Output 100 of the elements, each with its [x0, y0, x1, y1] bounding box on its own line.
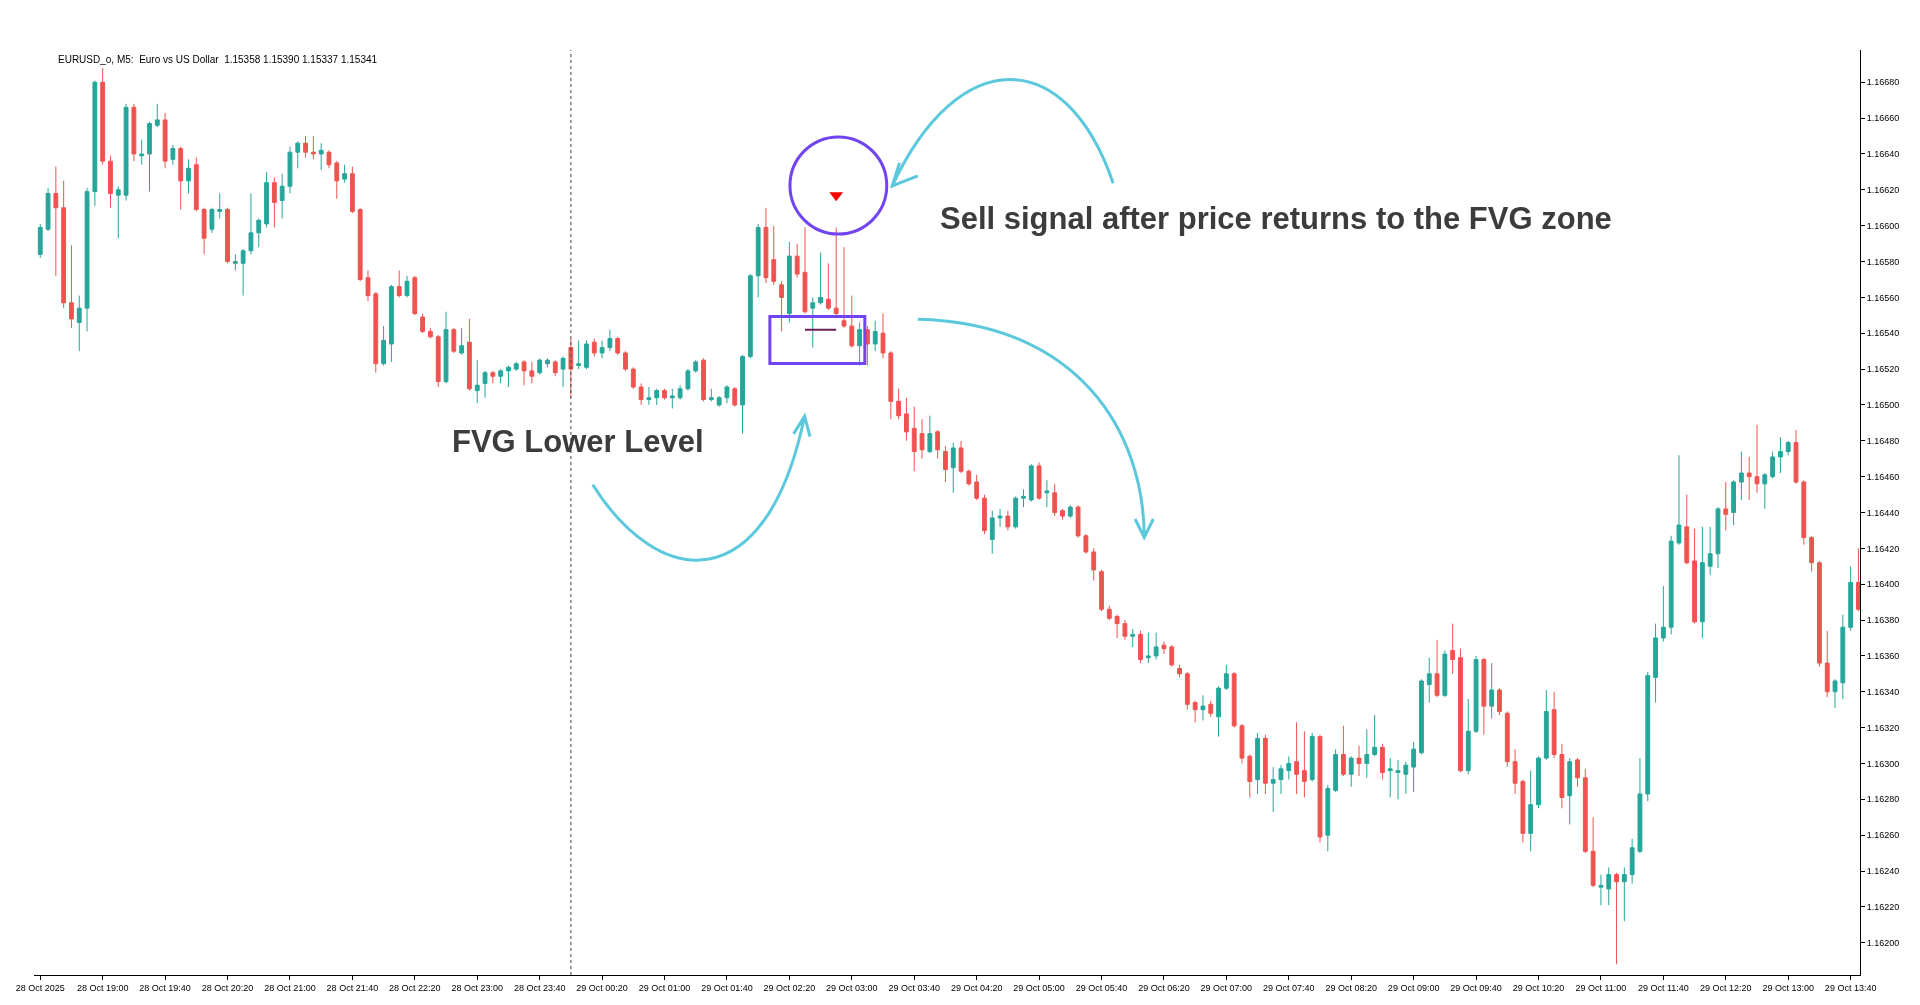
y-tick-label: 1.16580: [1866, 256, 1900, 267]
candlestick: [295, 140, 301, 169]
candlestick: [1083, 533, 1089, 555]
candlestick: [669, 388, 675, 410]
candlestick: [1785, 440, 1791, 456]
candlestick: [1606, 866, 1612, 906]
candlestick: [1028, 463, 1034, 503]
candlestick: [1216, 685, 1221, 738]
candlestick: [1645, 671, 1651, 802]
y-tick-label: 1.16500: [1866, 400, 1900, 411]
y-tick-label: 1.16400: [1866, 579, 1900, 590]
candlestick: [545, 357, 550, 368]
candlestick: [1684, 494, 1690, 565]
candlestick: [872, 320, 878, 352]
candlestick: [506, 365, 511, 388]
candlestick: [1262, 734, 1268, 795]
candlestick: [584, 339, 589, 370]
candlestick: [1005, 510, 1011, 531]
candlestick: [459, 327, 465, 356]
candlestick: [677, 384, 683, 401]
candlestick: [349, 166, 355, 214]
candlestick: [552, 359, 558, 377]
candlestick: [1060, 508, 1065, 521]
candlestick: [412, 275, 418, 316]
candlestick: [162, 112, 168, 169]
candlestick: [1380, 743, 1385, 781]
candlestick: [1356, 745, 1362, 777]
candlestick: [1699, 526, 1705, 639]
candlestick: [1543, 689, 1549, 761]
candlestick: [1582, 768, 1588, 854]
candlestick: [1731, 479, 1736, 526]
candlestick: [1559, 743, 1565, 809]
candlestick: [1255, 732, 1260, 795]
x-tick-label: 28 Oct 23:40: [513, 982, 566, 993]
candlestick: [1294, 721, 1300, 795]
candlestick: [1676, 454, 1682, 546]
candlestick: [318, 142, 324, 171]
candlestick: [1754, 424, 1760, 494]
candlestick: [537, 357, 543, 375]
x-tick-label: 28 Oct 21:00: [264, 982, 316, 993]
candlestick: [357, 207, 363, 282]
candlestick: [1247, 754, 1253, 799]
candlestick: [92, 79, 98, 207]
candlestick: [1395, 759, 1401, 800]
x-tick-label: 29 Oct 13:00: [1762, 982, 1814, 993]
candlestick: [1434, 639, 1440, 698]
x-tick-label: 29 Oct 09:40: [1450, 982, 1502, 993]
candlestick: [193, 157, 199, 212]
candlestick: [1489, 662, 1495, 720]
candlestick: [1403, 761, 1409, 795]
candlestick: [1832, 678, 1838, 709]
candlestick: [1231, 671, 1237, 729]
candlestick: [1348, 755, 1354, 788]
candlestick: [693, 359, 699, 374]
candlestick: [1286, 755, 1292, 781]
x-tick-label: 29 Oct 02:20: [763, 982, 816, 993]
x-tick-label: 29 Oct 00:20: [576, 982, 628, 993]
candlestick: [1614, 872, 1619, 965]
x-tick-label: 28 Oct 2025: [15, 982, 65, 993]
candlestick: [1824, 630, 1830, 698]
x-tick-label: 29 Oct 13:40: [1824, 982, 1877, 993]
candlestick: [131, 103, 137, 162]
candlestick: [1091, 547, 1097, 582]
candlestick: [529, 361, 535, 384]
y-tick-label: 1.16240: [1866, 866, 1900, 877]
x-tick-label: 29 Oct 10:20: [1512, 982, 1565, 993]
y-tick-label: 1.16600: [1866, 220, 1900, 231]
candlestick: [732, 386, 738, 408]
candlestick: [240, 248, 246, 297]
candlestick: [1567, 757, 1573, 825]
candlestick: [966, 468, 972, 487]
candlestick: [1770, 451, 1776, 479]
candlestick: [108, 155, 113, 209]
annotation: Sell signal after price returns to the FVG zone: [940, 201, 1612, 236]
candlestick: [1411, 741, 1417, 793]
candlestick: [1333, 748, 1339, 793]
x-tick-label: 29 Oct 05:40: [1075, 982, 1128, 993]
candlestick: [147, 121, 152, 193]
candlestick: [1536, 755, 1541, 809]
candlestick: [420, 313, 426, 334]
candlestick: [1364, 728, 1370, 779]
candlestick: [1044, 479, 1050, 508]
candlestick: [1067, 504, 1073, 519]
y-tick-label: 1.16340: [1866, 686, 1900, 697]
candlestick: [1465, 698, 1471, 775]
candlestick: [1777, 436, 1783, 474]
candlestick: [825, 262, 831, 311]
candlestick: [1341, 725, 1346, 777]
candlestick: [1520, 779, 1526, 843]
y-tick-label: 1.16560: [1866, 292, 1900, 303]
candlestick: [701, 357, 706, 402]
candlestick: [1551, 691, 1557, 759]
candlestick: [287, 146, 293, 194]
candlestick: [615, 336, 621, 356]
candlestick: [37, 223, 43, 259]
candlestick: [1715, 506, 1721, 569]
y-tick-label: 1.16620: [1866, 184, 1900, 195]
candlestick: [1660, 585, 1666, 643]
y-tick-label: 1.16680: [1866, 77, 1900, 88]
y-tick-label: 1.16460: [1866, 471, 1900, 482]
